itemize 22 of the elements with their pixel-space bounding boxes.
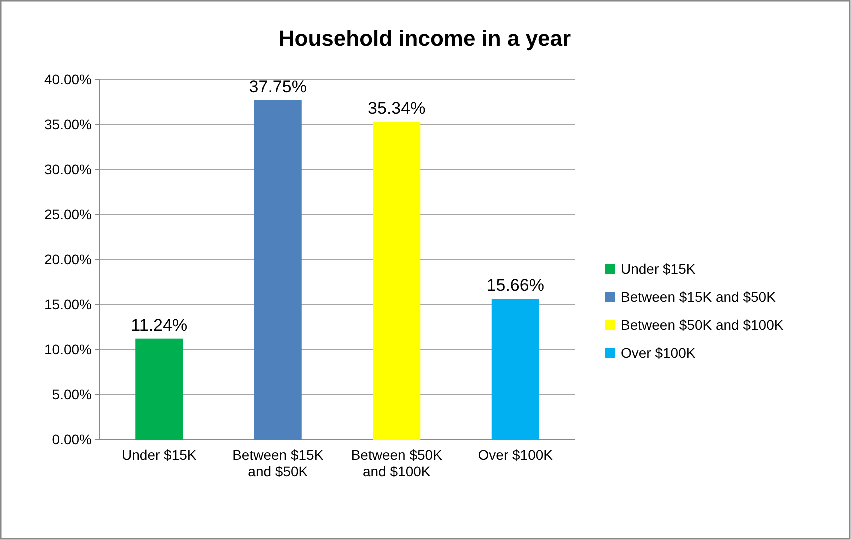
x-tick-label: Between $15K and $50K [232,446,324,480]
y-tick-label: 25.00% [44,206,92,222]
y-tick-label: 15.00% [44,296,92,312]
chart-title: Household income in a year [278,26,572,51]
data-label: 35.34% [368,98,426,118]
legend-label: Between $15K and $50K [621,289,777,305]
data-label: 37.75% [249,77,307,96]
y-tick-label: 20.00% [44,251,92,268]
legend-label: Over $100K [621,345,696,361]
x-tick-label: Over $100K [478,446,554,463]
x-tick-label: Between $50K and $100K [351,446,444,480]
y-tick-label: 30.00% [44,161,92,178]
data-label: 11.24% [131,316,188,335]
legend-label: Between $50K and $100K [621,317,784,333]
y-tick-label: 35.00% [44,116,92,132]
data-label: 15.66% [486,276,544,296]
legend-label: Under $15K [621,261,696,277]
y-tick-label: 5.00% [52,386,92,402]
x-tick-label: Under $15K [122,446,198,463]
y-tick-label: 40.00% [44,71,92,88]
y-tick-label: 10.00% [44,341,92,358]
y-tick-label: 0.00% [52,431,92,448]
